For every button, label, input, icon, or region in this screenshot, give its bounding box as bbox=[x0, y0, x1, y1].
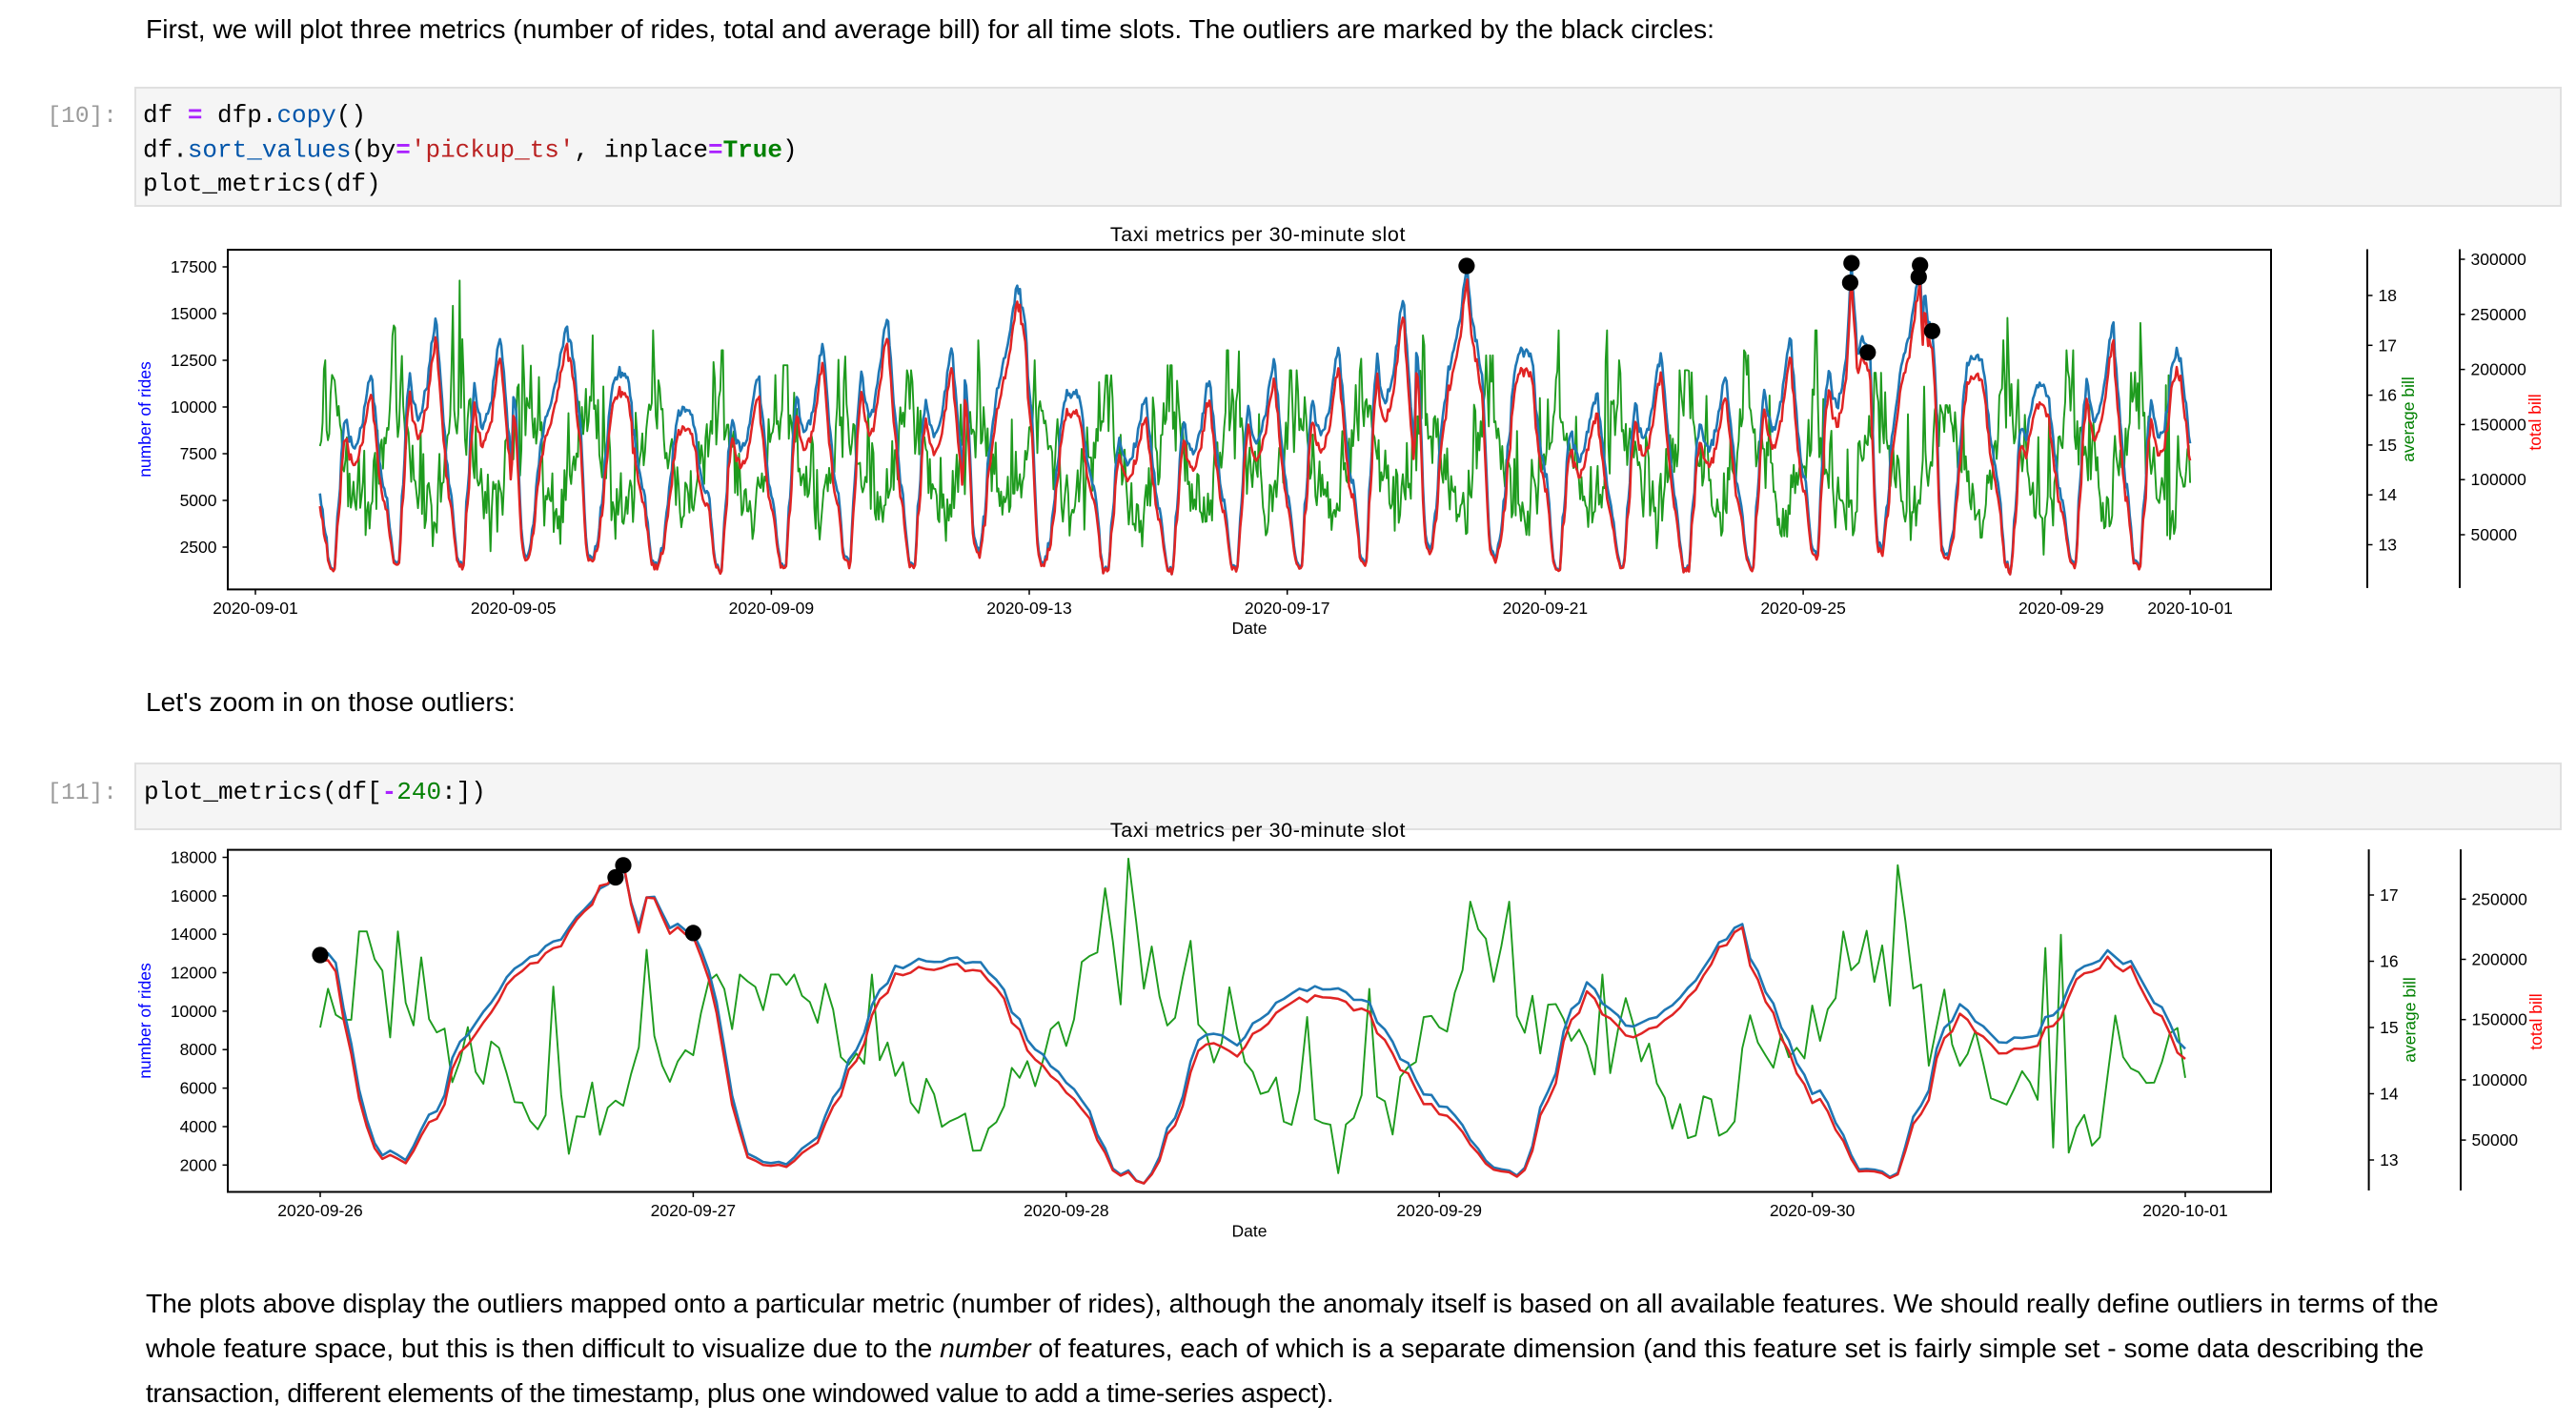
svg-text:12000: 12000 bbox=[171, 964, 217, 983]
svg-text:2020-09-26: 2020-09-26 bbox=[277, 1201, 363, 1220]
svg-text:2020-09-30: 2020-09-30 bbox=[1770, 1201, 1856, 1220]
svg-text:2020-09-09: 2020-09-09 bbox=[729, 599, 815, 618]
svg-text:16: 16 bbox=[2380, 952, 2398, 971]
svg-text:50000: 50000 bbox=[2471, 525, 2518, 544]
svg-text:whole feature space, but this: whole feature space, but this is then di… bbox=[145, 1332, 2424, 1363]
svg-text:Date: Date bbox=[1232, 619, 1268, 638]
svg-text:17: 17 bbox=[2379, 336, 2397, 355]
svg-text:2020-09-05: 2020-09-05 bbox=[471, 599, 557, 618]
svg-text:14: 14 bbox=[2380, 1085, 2399, 1104]
svg-text:2020-09-21: 2020-09-21 bbox=[1503, 599, 1589, 618]
svg-text:Taxi metrics per 30-minute slo: Taxi metrics per 30-minute slot bbox=[1110, 819, 1406, 842]
svg-text:300000: 300000 bbox=[2471, 250, 2527, 269]
svg-text:5000: 5000 bbox=[180, 491, 217, 510]
svg-text:8000: 8000 bbox=[180, 1040, 217, 1059]
svg-text:2020-09-29: 2020-09-29 bbox=[1396, 1201, 1482, 1220]
svg-text:16000: 16000 bbox=[171, 886, 217, 905]
svg-text:18000: 18000 bbox=[171, 848, 217, 867]
svg-text:df.sort_values(by='pickup_ts',: df.sort_values(by='pickup_ts', inplace=T… bbox=[143, 136, 798, 165]
svg-text:2020-09-25: 2020-09-25 bbox=[1760, 599, 1846, 618]
svg-text:250000: 250000 bbox=[2471, 305, 2527, 324]
svg-text:2020-09-01: 2020-09-01 bbox=[213, 599, 298, 618]
svg-text:13: 13 bbox=[2379, 536, 2397, 555]
svg-text:200000: 200000 bbox=[2471, 360, 2527, 379]
svg-text:2020-10-01: 2020-10-01 bbox=[2142, 1201, 2228, 1220]
svg-text:df = dfp.copy(): df = dfp.copy() bbox=[143, 101, 366, 130]
svg-text:16: 16 bbox=[2379, 386, 2397, 405]
svg-text:Date: Date bbox=[1232, 1222, 1268, 1241]
svg-text:18: 18 bbox=[2379, 286, 2397, 305]
svg-text:2020-10-01: 2020-10-01 bbox=[2147, 599, 2233, 618]
svg-text:100000: 100000 bbox=[2471, 470, 2527, 489]
svg-text:number of rides: number of rides bbox=[135, 963, 154, 1079]
svg-text:average bill: average bill bbox=[2401, 977, 2420, 1063]
svg-text:100000: 100000 bbox=[2472, 1070, 2528, 1089]
svg-text:14: 14 bbox=[2379, 485, 2398, 504]
svg-text:15: 15 bbox=[2379, 436, 2397, 455]
svg-text:150000: 150000 bbox=[2471, 415, 2527, 434]
svg-text:2020-09-17: 2020-09-17 bbox=[1245, 599, 1330, 618]
svg-text:plot_metrics(df): plot_metrics(df) bbox=[143, 170, 381, 198]
svg-text:12500: 12500 bbox=[171, 351, 217, 370]
svg-text:250000: 250000 bbox=[2472, 889, 2528, 908]
svg-text:2000: 2000 bbox=[180, 1155, 217, 1174]
svg-text:[10]:: [10]: bbox=[47, 104, 117, 130]
svg-text:transaction, different element: transaction, different elements of the t… bbox=[146, 1377, 1333, 1408]
svg-text:Let's zoom in on those outlier: Let's zoom in on those outliers: bbox=[146, 686, 516, 717]
svg-text:13: 13 bbox=[2380, 1150, 2398, 1170]
svg-text:4000: 4000 bbox=[180, 1117, 217, 1136]
svg-text:15000: 15000 bbox=[171, 304, 217, 323]
svg-text:10000: 10000 bbox=[171, 1002, 217, 1021]
svg-text:2020-09-28: 2020-09-28 bbox=[1024, 1201, 1109, 1220]
svg-text:10000: 10000 bbox=[171, 397, 217, 417]
svg-text:2020-09-27: 2020-09-27 bbox=[651, 1201, 737, 1220]
svg-text:14000: 14000 bbox=[171, 925, 217, 944]
svg-text:total bill: total bill bbox=[2525, 394, 2545, 450]
svg-text:number of rides: number of rides bbox=[135, 361, 154, 478]
svg-text:15: 15 bbox=[2380, 1018, 2398, 1037]
svg-text:The plots above display the ou: The plots above display the outliers map… bbox=[146, 1288, 2439, 1318]
svg-text:[11]:: [11]: bbox=[47, 781, 117, 806]
svg-text:150000: 150000 bbox=[2472, 1010, 2528, 1029]
svg-text:total bill: total bill bbox=[2526, 993, 2546, 1049]
svg-text:200000: 200000 bbox=[2472, 950, 2528, 969]
svg-text:Taxi metrics per 30-minute slo: Taxi metrics per 30-minute slot bbox=[1110, 223, 1406, 246]
svg-text:7500: 7500 bbox=[180, 444, 217, 463]
svg-text:2020-09-13: 2020-09-13 bbox=[986, 599, 1072, 618]
svg-text:plot_metrics(df[-240:]): plot_metrics(df[-240:]) bbox=[144, 778, 486, 806]
svg-text:17500: 17500 bbox=[171, 257, 217, 276]
svg-text:17: 17 bbox=[2380, 885, 2398, 905]
svg-text:First, we will plot three metr: First, we will plot three metrics (numbe… bbox=[146, 13, 1714, 44]
svg-text:50000: 50000 bbox=[2472, 1130, 2519, 1149]
svg-text:2020-09-29: 2020-09-29 bbox=[2018, 599, 2104, 618]
svg-text:average bill: average bill bbox=[2399, 376, 2418, 462]
svg-text:6000: 6000 bbox=[180, 1079, 217, 1098]
svg-text:2500: 2500 bbox=[180, 538, 217, 557]
